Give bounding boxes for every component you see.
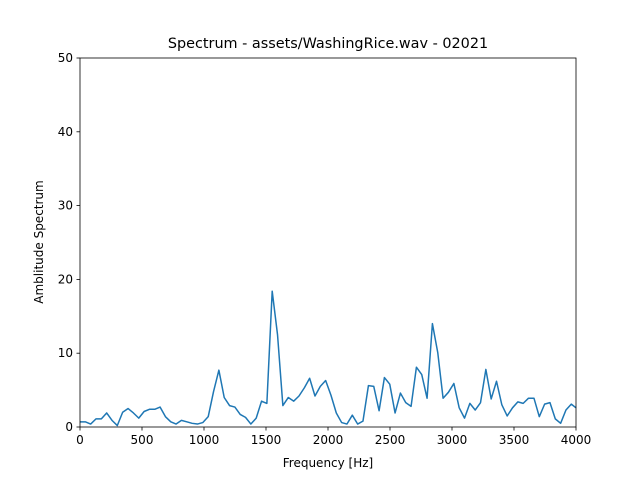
plot-frame <box>79 57 577 428</box>
x-tick-label: 1000 <box>189 433 220 447</box>
y-tick-label: 0 <box>65 420 73 434</box>
chart-title: Spectrum - assets/WashingRice.wav - 0202… <box>168 36 488 52</box>
y-tick-label: 40 <box>58 125 73 139</box>
x-tick-label: 0 <box>76 433 84 447</box>
x-tick-label: 2500 <box>375 433 406 447</box>
x-tick-label: 3000 <box>437 433 468 447</box>
y-axis-label: Amblitude Spectrum <box>32 180 46 303</box>
y-tick-label: 50 <box>58 51 73 65</box>
x-tick-label: 3500 <box>499 433 530 447</box>
x-tick-label: 500 <box>131 433 154 447</box>
spectrum-line <box>80 290 577 427</box>
y-tick-label: 10 <box>58 346 73 360</box>
x-tick-label: 4000 <box>561 433 592 447</box>
x-tick-label: 1500 <box>251 433 282 447</box>
x-axis-label: Frequency [Hz] <box>283 456 374 470</box>
y-tick-label: 20 <box>58 272 73 286</box>
y-tick-label: 30 <box>58 199 73 213</box>
x-tick-label: 2000 <box>313 433 344 447</box>
